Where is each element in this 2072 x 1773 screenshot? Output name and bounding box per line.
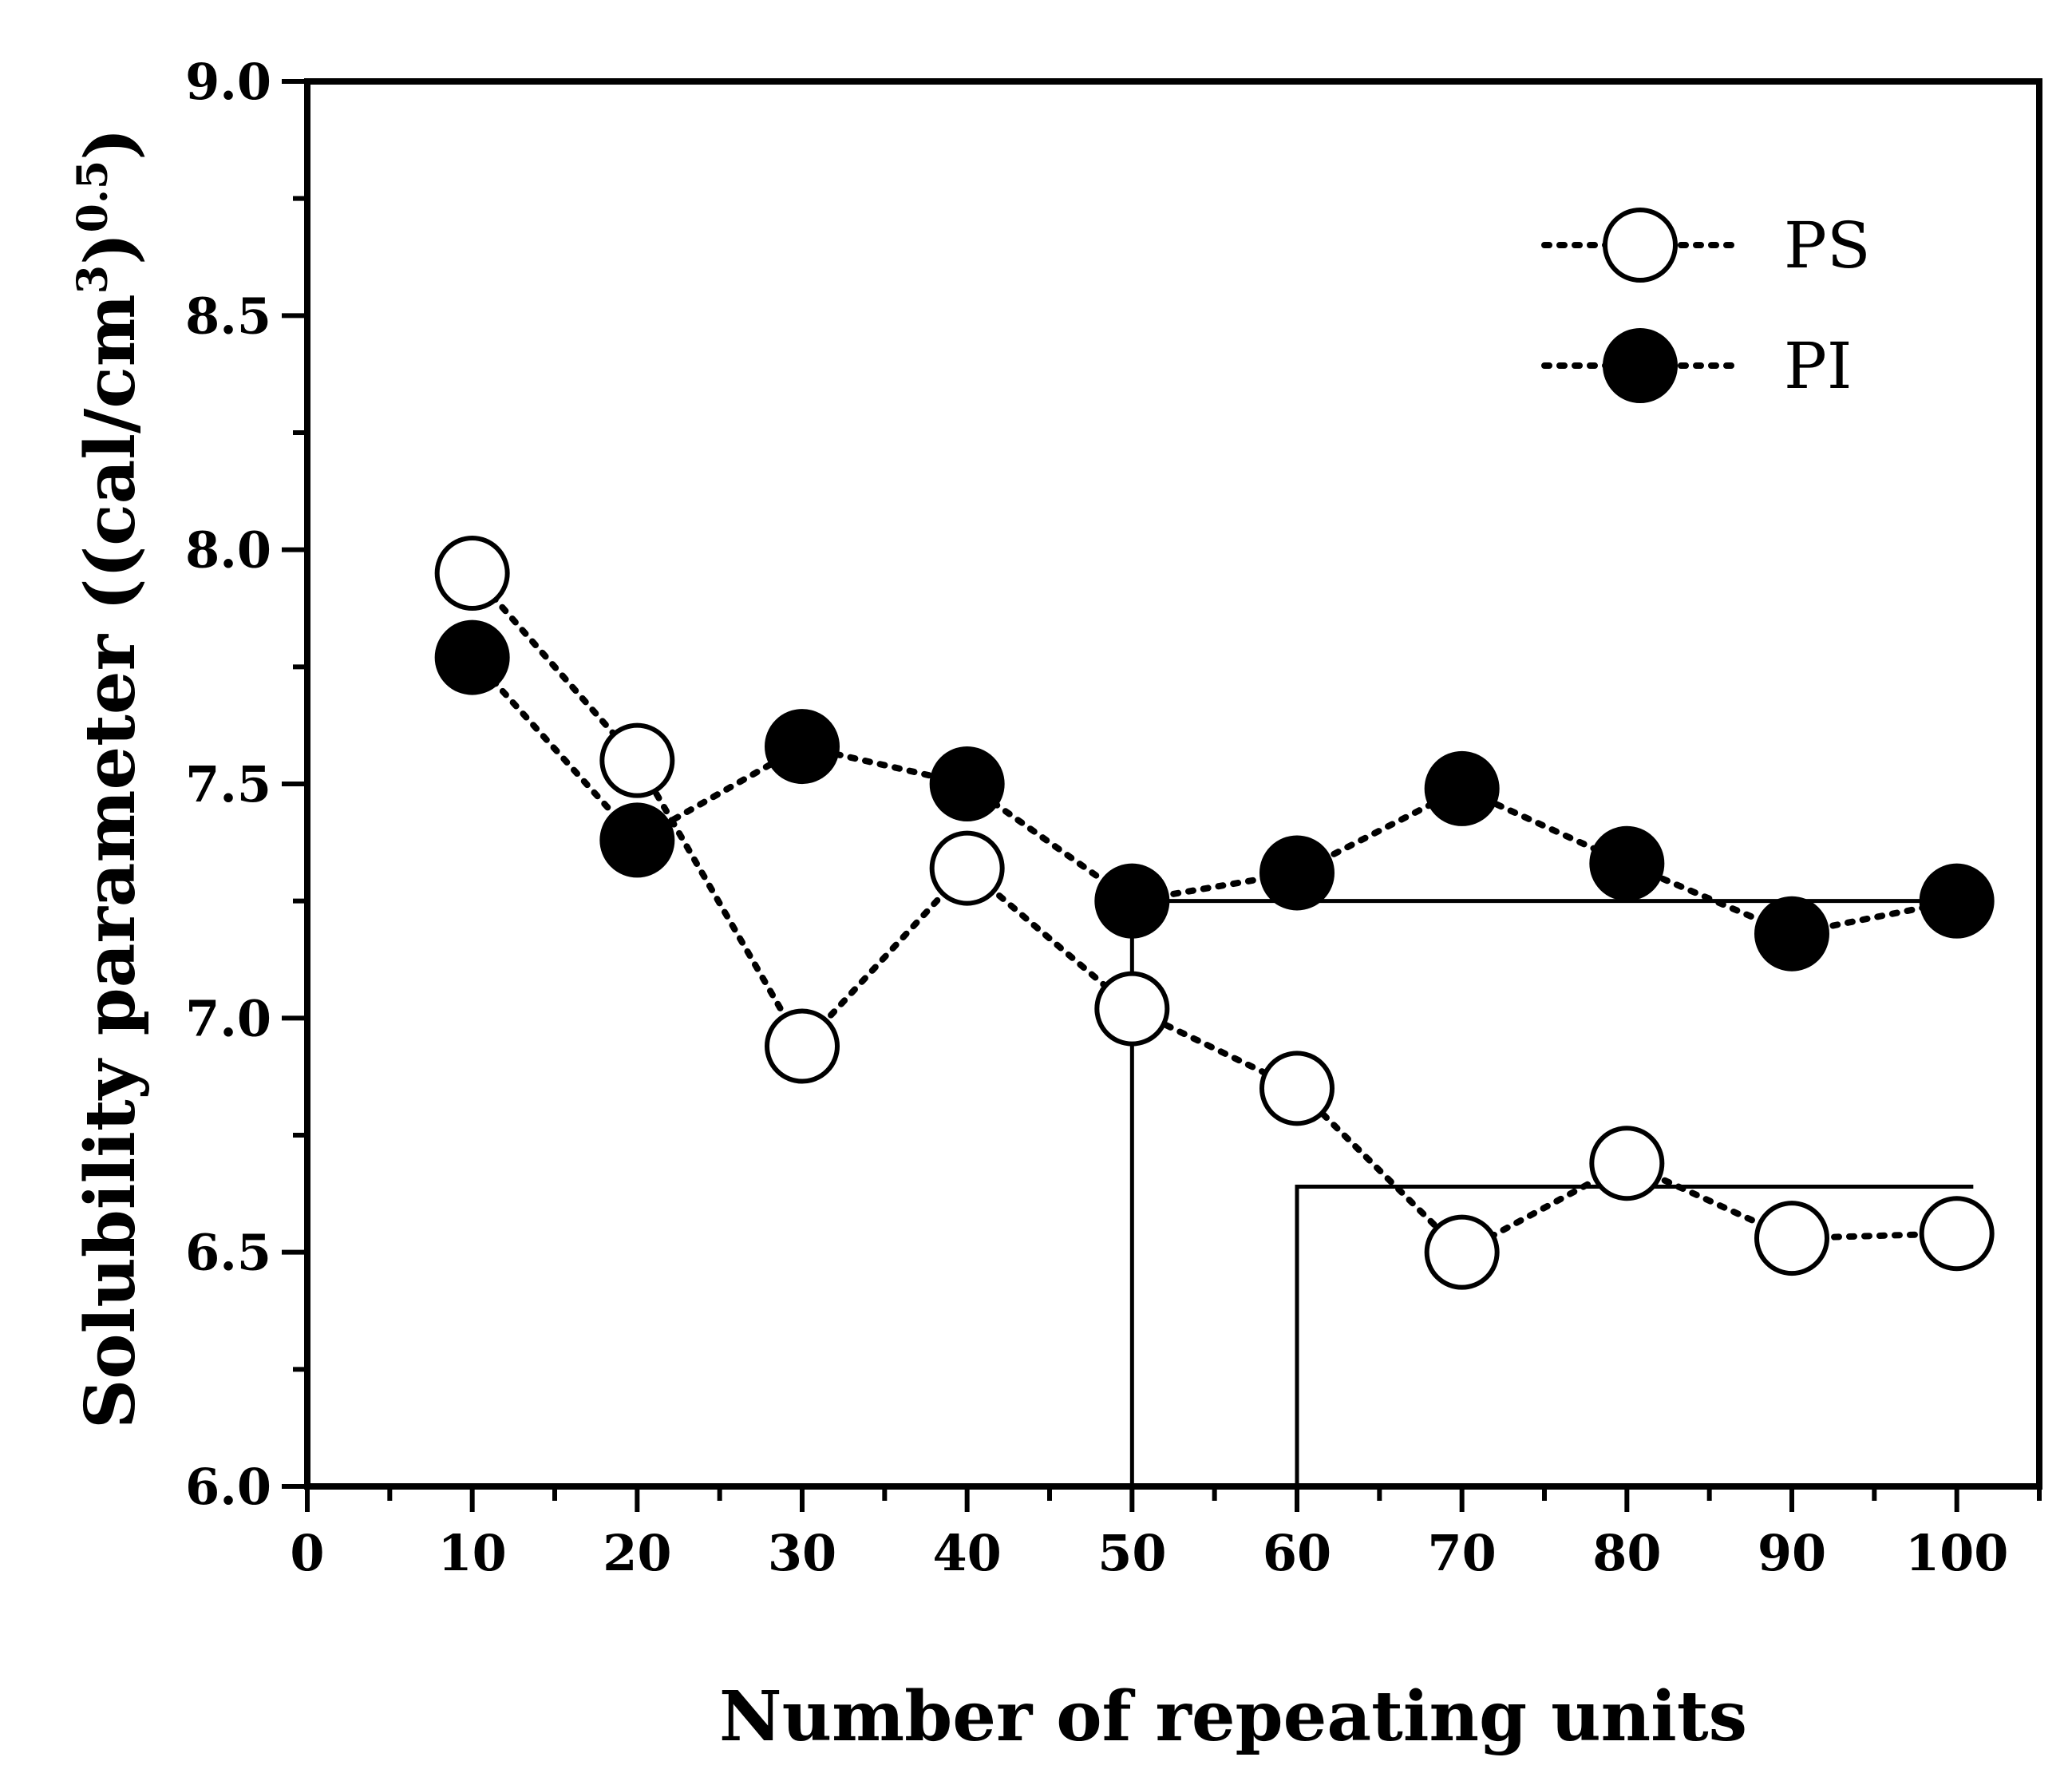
plot-frame <box>304 78 2042 1490</box>
point-ps <box>1259 1051 1335 1126</box>
legend-label-pi: PI <box>1784 329 1852 403</box>
point-pi <box>1424 750 1500 826</box>
axes <box>282 78 2042 1512</box>
point-ps <box>599 722 675 798</box>
point-pi <box>1589 825 1665 901</box>
point-pi <box>1094 863 1170 939</box>
y-tick-label: 7.5 <box>185 755 271 813</box>
point-pi <box>1259 835 1335 911</box>
x-tick-label: 10 <box>438 1524 507 1582</box>
point-pi <box>434 619 510 695</box>
series-line-pi <box>469 654 1960 937</box>
point-ps <box>1424 1214 1500 1290</box>
x-tick-label: 0 <box>290 1524 324 1582</box>
x-tick-label: 80 <box>1592 1524 1661 1582</box>
point-ps <box>1919 1196 1995 1272</box>
point-ps <box>1754 1201 1829 1276</box>
point-pi <box>929 746 1005 821</box>
y-tick-label: 8.5 <box>185 287 271 345</box>
y-axis-title-mid: ) <box>70 232 151 265</box>
y-axis-title-end: ) <box>70 128 151 160</box>
x-tick-label: 40 <box>933 1524 1002 1582</box>
x-tick-label: 20 <box>603 1524 671 1582</box>
series-lines <box>469 570 1960 1257</box>
x-tick-label: 100 <box>1905 1524 2008 1582</box>
x-tick-label: 30 <box>768 1524 836 1582</box>
x-tick-label: 60 <box>1263 1524 1331 1582</box>
x-tick-label: 90 <box>1758 1524 1826 1582</box>
point-ps <box>434 536 510 611</box>
point-ps <box>929 830 1005 906</box>
y-tick-label: 7.0 <box>185 989 271 1047</box>
tick-labels: 0 10 20 30 40 50 60 70 80 90 100 6.0 6.5 7.0 7.5 8.0 8.5… <box>185 53 2008 1582</box>
point-ps <box>1094 971 1170 1047</box>
x-axis-title: Number of repeating units <box>719 1676 1747 1757</box>
legend: PS PI <box>1541 208 1871 403</box>
y-axis-title-main: Solubility parameter ((cal/cm <box>70 294 151 1429</box>
point-pi <box>765 709 840 785</box>
reference-line <box>1129 899 1957 1486</box>
y-tick-label: 6.5 <box>185 1224 271 1282</box>
reference-lines <box>1129 899 1974 1486</box>
x-tick-label: 50 <box>1097 1524 1166 1582</box>
x-tick-label: 70 <box>1428 1524 1497 1582</box>
point-pi <box>1919 863 1995 939</box>
y-axis-title: Solubility parameter ((cal/cm3)0.5) <box>69 128 151 1429</box>
y-tick-label: 9.0 <box>185 53 271 111</box>
point-ps <box>765 1008 840 1084</box>
series-line-ps <box>469 570 1960 1257</box>
y-axis-title-sup1: 3 <box>69 265 117 294</box>
y-tick-label: 8.0 <box>185 521 271 580</box>
legend-marker-pi <box>1603 328 1678 403</box>
y-axis-title-sup2: 0.5 <box>69 160 117 232</box>
legend-marker-ps <box>1603 208 1678 283</box>
reference-line <box>1295 1185 1974 1486</box>
y-tick-label: 6.0 <box>185 1458 271 1516</box>
point-ps <box>1589 1126 1665 1201</box>
legend-label-ps: PS <box>1784 208 1871 283</box>
point-pi <box>599 802 675 878</box>
data-points <box>434 536 1995 1290</box>
point-pi <box>1754 896 1829 972</box>
